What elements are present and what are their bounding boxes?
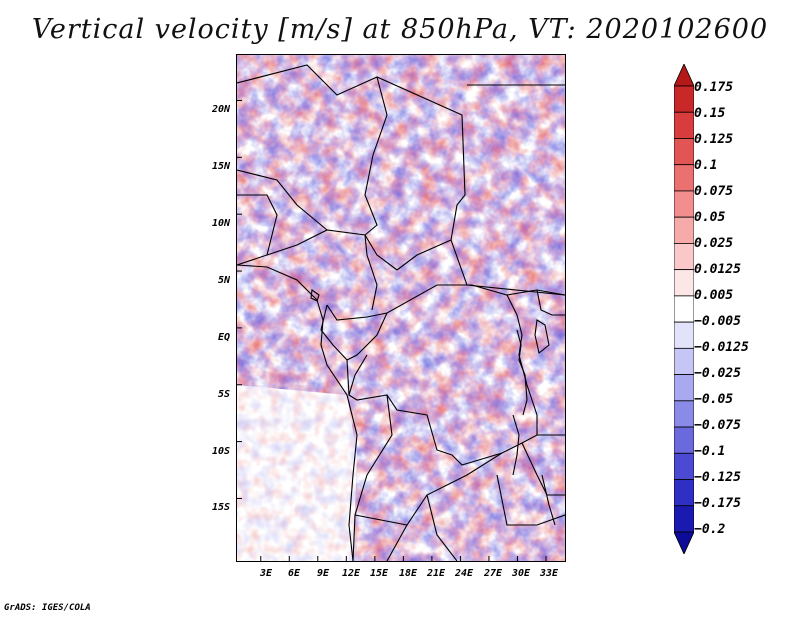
colorbar-label: −0.0125 — [694, 340, 749, 355]
lon-label-21e: 21E — [426, 568, 446, 579]
lat-label-5s: 5S — [217, 389, 230, 400]
lat-label-5n: 5N — [217, 275, 230, 286]
colorbar-swatch — [674, 452, 694, 480]
lat-label-15s: 15S — [211, 502, 230, 513]
colorbar-label: 0.005 — [694, 288, 734, 303]
colorbar-swatch — [674, 190, 694, 218]
colorbar-label: −0.1 — [694, 444, 726, 459]
chart-title: Vertical velocity [m/s] at 850hPa, VT: 2… — [31, 14, 769, 45]
lon-label-3e: 3E — [259, 568, 273, 579]
colorbar-label: −0.125 — [694, 470, 741, 485]
coastlines — [237, 264, 556, 561]
colorbar-swatch — [674, 111, 694, 139]
colorbar-swatch — [674, 164, 694, 192]
lat-label-10n: 10N — [211, 218, 230, 229]
colorbar-swatch — [674, 505, 694, 533]
lat-label-20n: 20N — [211, 104, 230, 115]
colorbar-swatch — [674, 321, 694, 349]
colorbar-swatch — [674, 138, 694, 166]
country-borders — [237, 64, 565, 561]
colorbar-swatch — [674, 216, 694, 244]
lon-label-18e: 18E — [398, 568, 418, 579]
lon-label-12e: 12E — [341, 568, 361, 579]
colorbar-label: −0.075 — [694, 418, 741, 433]
lon-label-30e: 30E — [511, 568, 531, 579]
colorbar-label: 0.05 — [694, 210, 726, 225]
colorbar-label: 0.1 — [694, 158, 718, 173]
colorbar-label: 0.0125 — [694, 262, 741, 277]
lat-label-15n: 15N — [211, 161, 230, 172]
colorbar — [674, 64, 694, 554]
colorbar-top-arrow — [674, 64, 694, 87]
colorbar-swatch — [674, 426, 694, 454]
colorbar-label: −0.05 — [694, 392, 734, 407]
lon-label-24e: 24E — [454, 568, 474, 579]
colorbar-label: −0.175 — [694, 496, 741, 511]
colorbar-swatch — [674, 400, 694, 428]
colorbar-label: −0.005 — [694, 314, 741, 329]
colorbar-label: −0.2 — [694, 522, 726, 537]
colorbar-bottom-arrow — [674, 531, 694, 554]
colorbar-label: 0.075 — [694, 184, 734, 199]
lon-label-15e: 15E — [369, 568, 389, 579]
colorbar-swatch — [674, 374, 694, 402]
lon-label-9e: 9E — [316, 568, 330, 579]
colorbar-label: 0.125 — [694, 132, 734, 147]
lon-label-27e: 27E — [483, 568, 503, 579]
ocean-shading — [237, 385, 357, 561]
velocity-field — [237, 55, 565, 561]
footer-credit: GrADS: IGES/COLA — [4, 603, 91, 613]
lon-label-33e: 33E — [539, 568, 559, 579]
colorbar-label: 0.175 — [694, 80, 734, 95]
colorbar-swatch — [674, 347, 694, 375]
colorbar-swatch — [674, 295, 694, 323]
lat-label-10s: 10S — [211, 446, 230, 457]
colorbar-swatch — [674, 85, 694, 113]
map-panel[interactable] — [236, 54, 566, 562]
colorbar-swatch — [674, 243, 694, 271]
colorbar-label: 0.025 — [694, 236, 734, 251]
lon-label-6e: 6E — [287, 568, 301, 579]
colorbar-swatch — [674, 269, 694, 297]
colorbar-swatch — [674, 479, 694, 507]
colorbar-label: 0.15 — [694, 106, 726, 121]
colorbar-label: −0.025 — [694, 366, 741, 381]
lat-label-eq: EQ — [217, 332, 230, 343]
